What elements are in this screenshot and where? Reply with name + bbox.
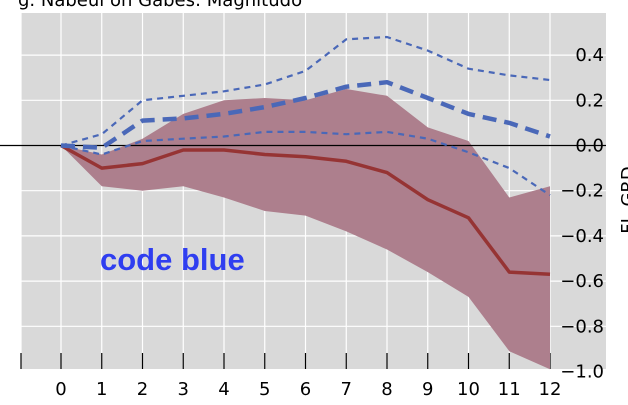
- series-line-2: [60, 35, 551, 147]
- x-tick-label-5: 5: [259, 379, 270, 400]
- y-tick-label-6: −0.8: [560, 316, 604, 337]
- y-tick-label-1: 0.2: [575, 90, 604, 111]
- x-tick-label-1: 1: [96, 379, 107, 400]
- y-axis-label: FL-GRD: [618, 166, 628, 234]
- y-tick-label-7: −1.0: [560, 362, 604, 383]
- x-tick-label-4: 4: [218, 379, 229, 400]
- confidence-band: [61, 89, 550, 370]
- x-tick-labels: 0 1 2 3 4 5 6 7 8 9 10 11 12: [55, 379, 561, 400]
- x-tick-label-11: 11: [498, 379, 521, 400]
- top-caption: g. Nabeul on Gabés: Magnitudo: [18, 0, 302, 11]
- series-lines: [60, 35, 551, 277]
- y-tick-label-3: −0.2: [560, 181, 604, 202]
- series-line-0: [60, 143, 551, 277]
- x-tick-label-8: 8: [381, 379, 392, 400]
- x-tick-label-12: 12: [539, 379, 562, 400]
- x-tick-label-0: 0: [55, 379, 66, 400]
- x-tick-label-6: 6: [300, 379, 311, 400]
- y-tick-label-0: 0.4: [575, 45, 604, 66]
- series-line-1: [60, 79, 551, 151]
- y-tick-label-4: −0.4: [560, 226, 604, 247]
- x-tick-label-2: 2: [137, 379, 148, 400]
- x-tick-label-9: 9: [422, 379, 433, 400]
- x-tick-label-3: 3: [178, 379, 189, 400]
- y-tick-labels: 0.4 0.2 0.0 −0.2 −0.4 −0.6 −0.8 −1.0: [560, 45, 604, 382]
- x-tick-label-10: 10: [457, 379, 480, 400]
- x-tick-label-7: 7: [341, 379, 352, 400]
- y-tick-label-5: −0.6: [560, 271, 604, 292]
- y-tick-label-2: 0.0: [575, 136, 604, 157]
- annotation-code-blue: code blue: [100, 242, 245, 277]
